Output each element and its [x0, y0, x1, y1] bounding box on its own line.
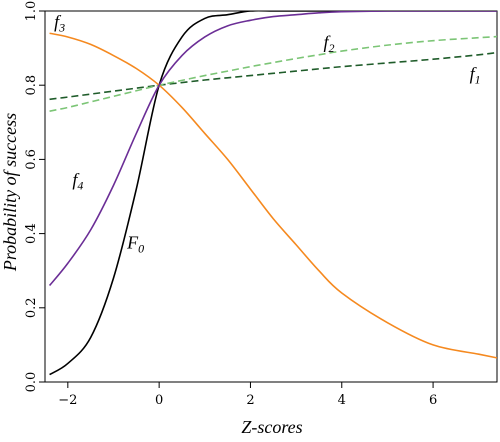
y-tick-label-1: 1.0 — [24, 1, 39, 22]
curve-label-F0: F0 — [126, 232, 144, 255]
x-tick-label-2: 2 — [246, 393, 254, 408]
series-line-f4 — [48, 11, 497, 287]
x-tick-label--2: −2 — [58, 393, 77, 408]
plot-frame — [44, 10, 498, 383]
x-axis-title: Z-scores — [241, 417, 302, 437]
plot-box — [44, 10, 498, 383]
series-line-F0 — [49, 11, 497, 376]
x-tick-label-4: 4 — [338, 393, 346, 408]
y-axis-title: Probability of success — [0, 113, 20, 272]
y-tick-label-0.8: 0.8 — [24, 75, 39, 96]
curve-label-f3: f3 — [54, 12, 65, 35]
y-tick-label-0.6: 0.6 — [24, 149, 39, 170]
series-line-f1 — [49, 51, 497, 101]
curve-label-f1: f1 — [470, 64, 481, 87]
x-tick-label-6: 6 — [429, 393, 437, 408]
x-tick-label-0: 0 — [155, 393, 163, 408]
y-tick-label-0.2: 0.2 — [24, 297, 39, 318]
axes-layer: −2 0 2 4 6 0.0 0.2 0.4 0.6 0.8 1.0 — [24, 1, 437, 408]
y-tick-label-0: 0.0 — [24, 372, 39, 393]
series-layer: f3 f2 f1 f4 F0 — [48, 11, 497, 376]
series-line-f3 — [49, 32, 497, 359]
y-tick-label-0.4: 0.4 — [24, 223, 39, 244]
curve-label-f2: f2 — [324, 32, 335, 55]
curve-label-f4: f4 — [72, 169, 83, 192]
